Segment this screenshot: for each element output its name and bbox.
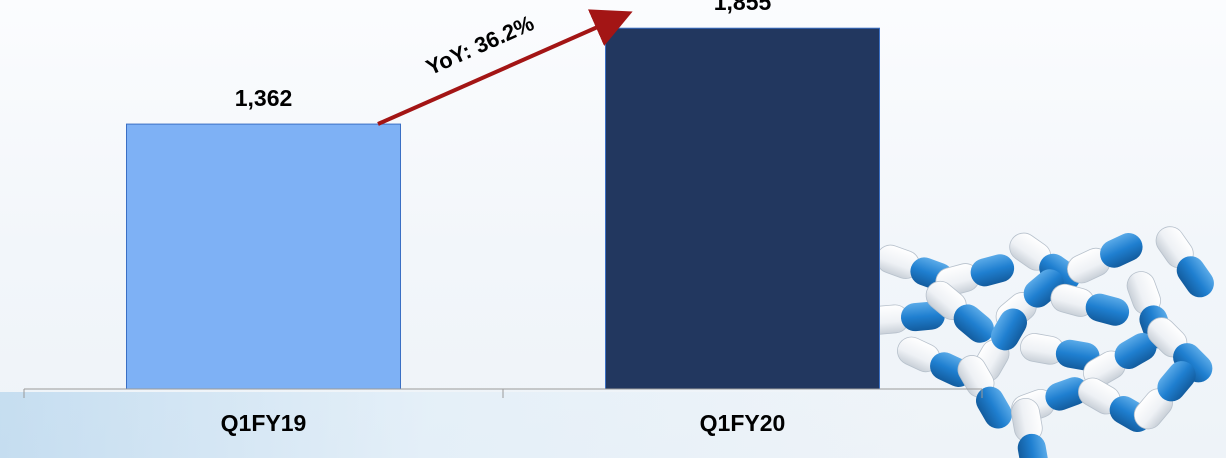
category-label-q1fy20: Q1FY20 <box>700 410 786 436</box>
yoy-label: YoY: 36.2% <box>422 10 538 80</box>
capsule-shape <box>925 280 994 343</box>
capsule-shape <box>957 355 1012 429</box>
yoy-annotation: YoY: 36.2% <box>377 9 633 126</box>
category-label-q1fy19: Q1FY19 <box>221 410 307 436</box>
bars-group <box>126 27 880 390</box>
capsules-image <box>864 226 1214 458</box>
data-label-q1fy20: 1,855 <box>714 0 772 15</box>
x-axis <box>23 388 983 398</box>
capsule-shape <box>876 244 954 291</box>
capsule-shape <box>1133 361 1196 430</box>
bar-q1fy19 <box>126 123 401 390</box>
capsule-shape <box>1067 233 1143 284</box>
data-label-q1fy19: 1,362 <box>235 85 293 111</box>
capsule-shape <box>1155 226 1214 298</box>
data-labels-group: 1,362 1,855 <box>235 0 772 111</box>
bar-q1fy20 <box>605 27 880 390</box>
capsule-shape <box>1050 283 1130 326</box>
category-labels-group: Q1FY19 Q1FY20 <box>221 410 786 436</box>
yoy-arrow <box>377 9 633 126</box>
capsule-shape <box>1011 397 1049 458</box>
